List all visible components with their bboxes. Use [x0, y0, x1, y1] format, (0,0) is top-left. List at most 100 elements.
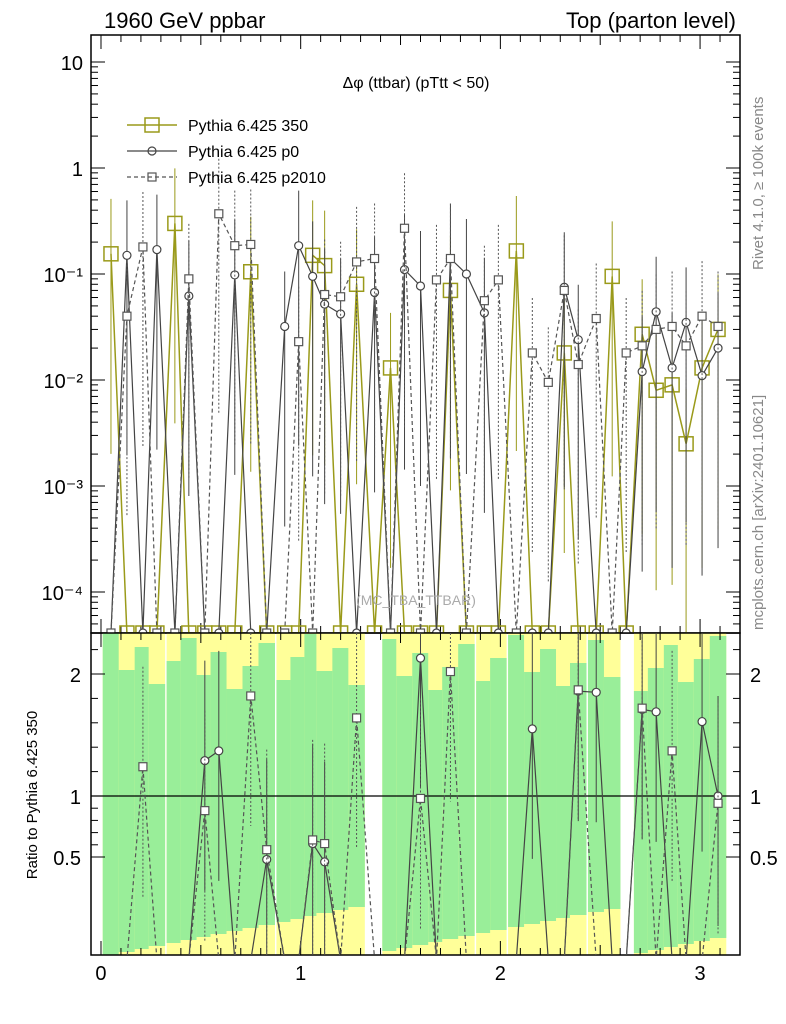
band-green	[490, 658, 507, 930]
band-green	[603, 677, 621, 909]
y-tick-label: 10⁻⁴	[42, 583, 83, 605]
ratio-series-p2010-line	[126, 671, 719, 955]
series-350-point	[167, 215, 183, 232]
series-p2010-point	[559, 285, 569, 296]
series-p2010-point	[122, 311, 132, 321]
ratio-series-group	[126, 633, 723, 955]
series-p2010-point	[651, 324, 661, 335]
series-p2010-point	[479, 296, 489, 306]
band-green	[166, 661, 184, 943]
series-p0-point	[431, 628, 442, 633]
series-350-point	[181, 625, 197, 633]
header-left: 1960 GeV ppbar	[104, 8, 265, 33]
band-green	[382, 639, 399, 951]
series-p2010-point	[106, 628, 116, 633]
band-green	[102, 633, 120, 955]
main-plot-panel: 10⁻⁴ 10⁻³ 10⁻² 10⁻¹ 1 10	[42, 34, 741, 634]
y-tick-label: 10	[61, 53, 83, 75]
ratio-series-p2010-point	[308, 835, 318, 845]
plot-title: Δφ (ttbar) (pTtt < 50)	[343, 75, 490, 92]
y-tick-label: 10⁻²	[44, 371, 84, 393]
ratio-series-p2010-point	[200, 806, 210, 816]
band-green	[508, 635, 525, 927]
band-green	[180, 638, 198, 940]
series-p2010-point	[415, 628, 426, 633]
band-green	[276, 680, 293, 922]
series-p0-point	[294, 241, 304, 251]
y-tick-label: 10⁻³	[44, 477, 84, 499]
series-p2010-point	[170, 628, 180, 633]
series-p0-point	[280, 321, 290, 332]
band-green	[677, 682, 695, 944]
ratio-series-p2010-point	[573, 685, 583, 695]
y-tick-label: 10⁻¹	[44, 265, 84, 287]
ratio-series-p0-line	[188, 658, 719, 955]
ratio-plot-panel: 0 1 2 3 0.5 0.5 1 1 2 2	[53, 632, 778, 985]
ratio-series-p2010-point	[445, 666, 456, 677]
series-p2010-point	[369, 253, 380, 264]
series-p2010-point	[511, 628, 521, 633]
series-p2010-point	[713, 321, 723, 332]
series-p0	[106, 190, 723, 633]
series-350-point	[476, 625, 493, 633]
series-p0-point	[493, 628, 503, 633]
x-tick-label: 2	[495, 963, 506, 985]
series-p0-point	[681, 317, 691, 327]
ratio-series-p2010-point	[415, 793, 426, 804]
series-350-point	[276, 625, 293, 633]
legend-marker-350	[144, 117, 160, 133]
ratio-series-p2010-point	[138, 762, 148, 772]
series-p2010-point	[621, 348, 631, 358]
legend-marker-p2010	[147, 172, 157, 182]
series-350-point	[227, 625, 243, 633]
series-p2010-point	[214, 209, 224, 219]
rivet-label: Rivet 4.1.0, ≥ 100k events	[750, 97, 767, 270]
ratio-series-p2010-point	[262, 845, 272, 855]
series-350-point	[458, 625, 475, 633]
band-green	[556, 686, 573, 918]
series-p2010-point	[445, 253, 456, 264]
ratio-ylabel: Ratio to Pythia 6.425 350	[24, 711, 41, 879]
legend: Pythia 6.425 350 Pythia 6.425 p0 Pythia …	[127, 117, 326, 187]
series-p2010-point	[336, 292, 346, 302]
series-p0-point	[461, 269, 472, 279]
series-p2010-point	[543, 377, 553, 387]
series-p2010-point	[385, 628, 396, 633]
series-p2010-point	[200, 628, 210, 633]
series-350-line	[110, 223, 719, 633]
band-green	[332, 648, 349, 910]
x-tick-label: 3	[694, 963, 705, 985]
series-350-point	[332, 625, 349, 633]
series-p2010-point	[246, 239, 256, 250]
series-p0-point	[122, 250, 132, 260]
ratio-y-tick-label-right: 2	[750, 665, 761, 687]
ratio-y-tick-label-right: 0.5	[750, 848, 778, 870]
series-p0-line	[110, 243, 719, 633]
series-p0-point	[573, 335, 583, 345]
ratio-series-p0-point	[651, 707, 661, 717]
ratio-series-p0-point	[527, 724, 537, 734]
series-p2010-point	[493, 275, 503, 285]
band-green	[442, 667, 459, 939]
series-350-point	[366, 625, 383, 633]
x-tick-label: 1	[295, 963, 306, 985]
ratio-frame	[90, 632, 741, 956]
series-group	[103, 158, 726, 633]
ratio-series-p2010-point	[320, 838, 330, 849]
ratio-series-p2010-point	[667, 746, 677, 756]
series-p0-point	[308, 271, 318, 281]
series-350-point	[396, 625, 413, 633]
series-p2010-point	[262, 628, 272, 633]
series-p2010	[106, 158, 723, 633]
ratio-series-p0-point	[415, 653, 426, 663]
series-p0-point	[138, 628, 148, 633]
ratio-y-tick-label: 2	[70, 665, 81, 687]
series-350-point	[290, 625, 307, 633]
series-p2010-point	[681, 341, 691, 351]
series-p2010-point	[152, 628, 162, 633]
series-p2010-point	[591, 313, 601, 324]
series-350-point	[382, 360, 399, 376]
series-p0-point	[697, 371, 707, 381]
series-350	[103, 168, 726, 633]
series-p0-point	[621, 628, 631, 633]
